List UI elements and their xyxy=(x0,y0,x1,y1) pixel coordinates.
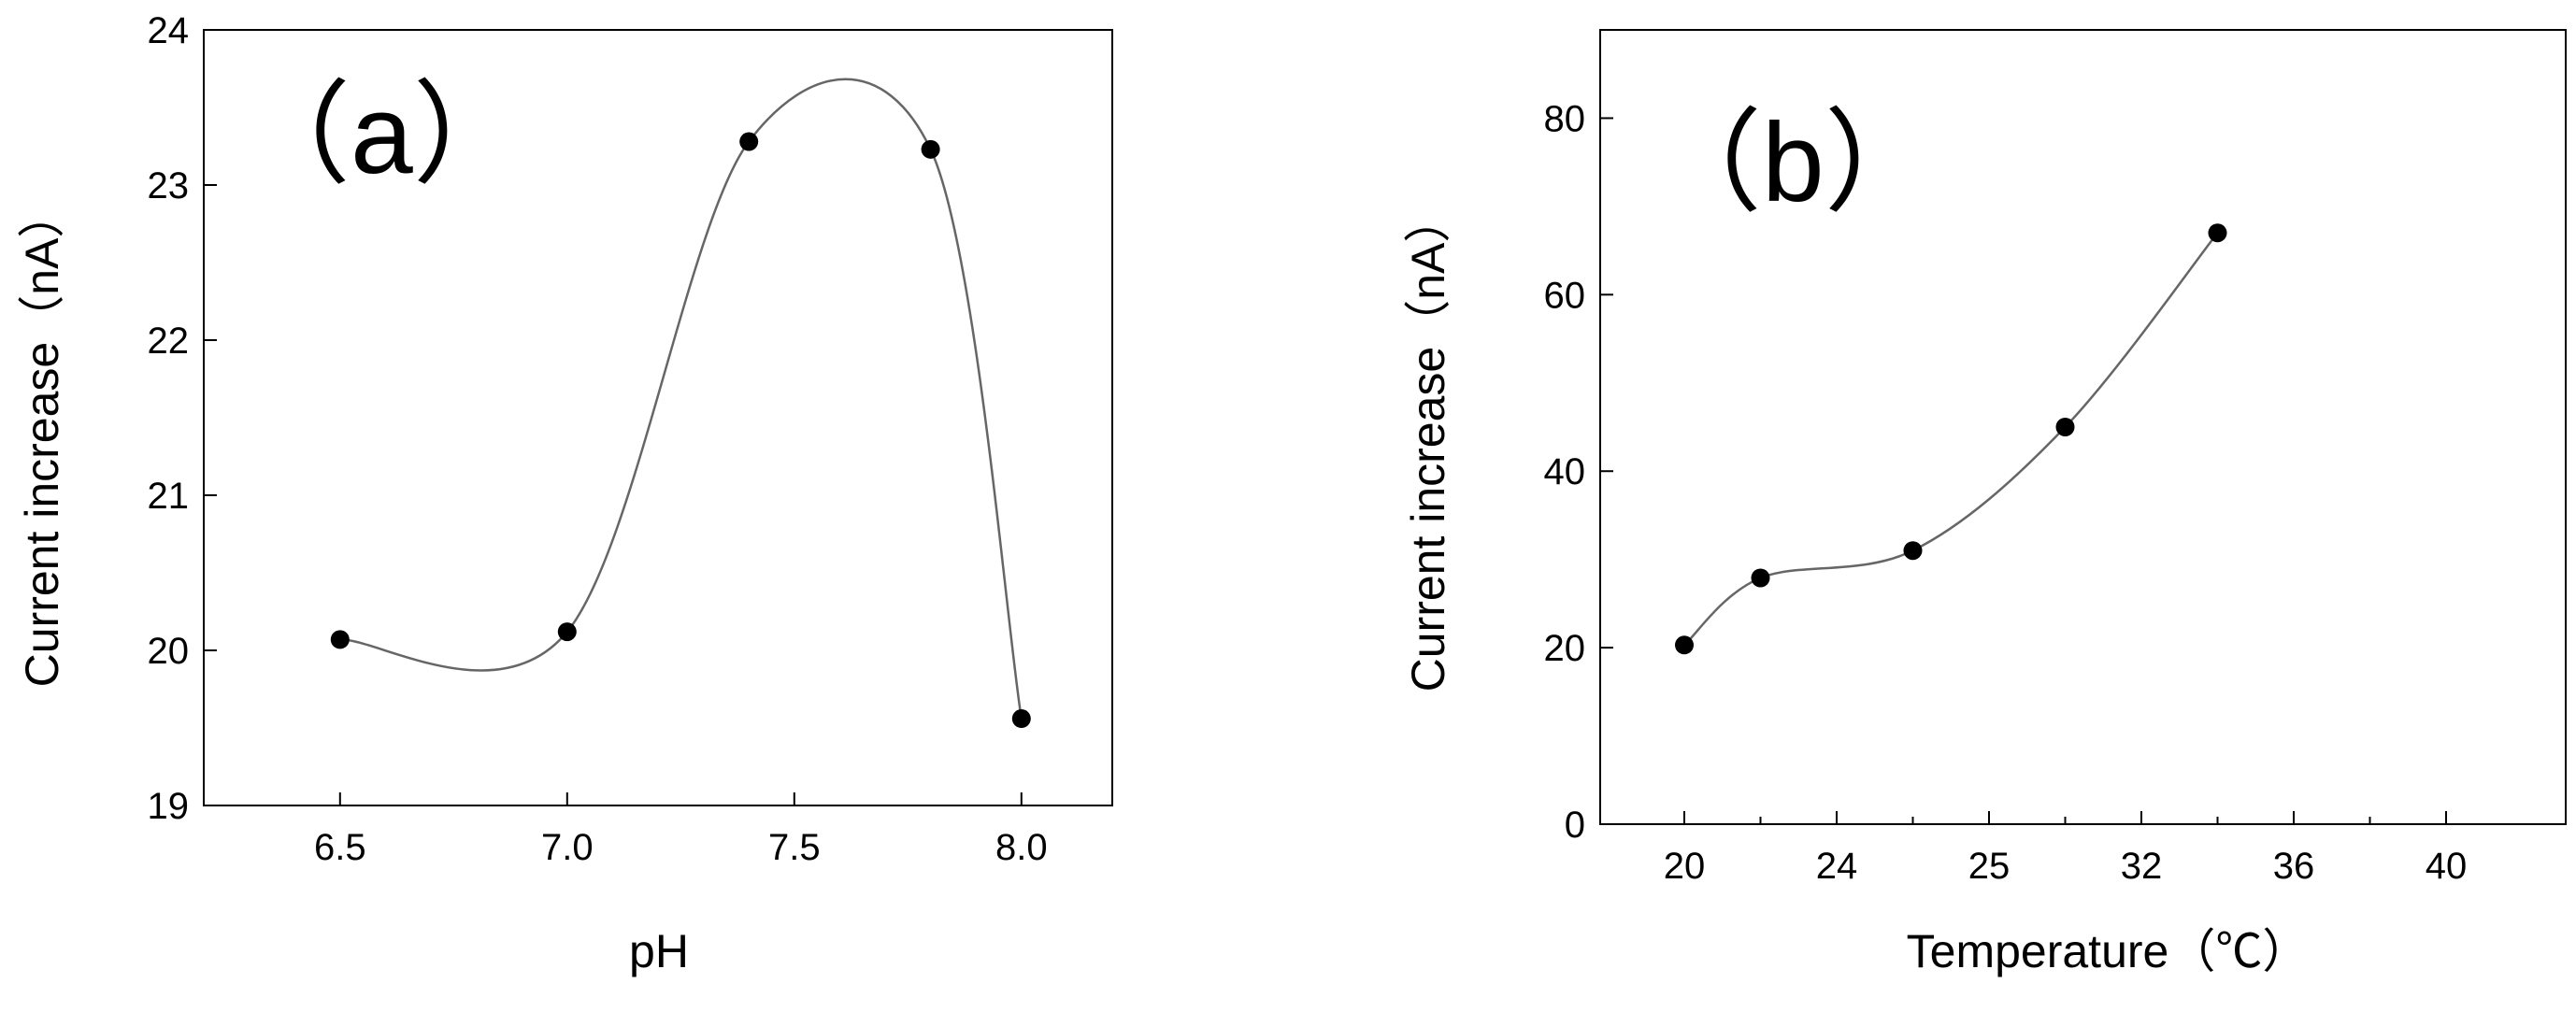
x-tick-label-a: 7.5 xyxy=(768,827,821,868)
y-tick-label-a: 22 xyxy=(148,321,190,362)
data-point-a xyxy=(330,630,350,649)
x-tick-label-b: 36 xyxy=(2273,846,2315,887)
x-axis-title-a: pH xyxy=(629,925,689,977)
y-tick-label-b: 20 xyxy=(1544,628,1586,669)
x-tick-label-a: 7.0 xyxy=(541,827,594,868)
y-tick-label-b: 80 xyxy=(1544,98,1586,139)
plot-frame-a xyxy=(203,29,1113,806)
y-tick-label-b: 0 xyxy=(1565,805,1585,846)
data-point-a xyxy=(739,132,759,151)
y-axis-title-b: Current increase（nA） xyxy=(1402,196,1454,692)
y-tick-label-a: 20 xyxy=(148,631,190,672)
x-tick-label-a: 8.0 xyxy=(995,827,1048,868)
y-tick-label-b: 60 xyxy=(1544,275,1586,316)
data-point-a xyxy=(1011,709,1031,729)
data-point-b xyxy=(1675,635,1694,655)
y-tick-label-b: 40 xyxy=(1544,451,1586,492)
data-point-b xyxy=(2208,223,2227,243)
y-axis-title-a: Current increase（nA） xyxy=(16,192,68,688)
y-tick-label-a: 21 xyxy=(148,476,190,517)
data-point-a xyxy=(921,139,940,159)
x-axis-title-b: Temperature（℃） xyxy=(1907,925,2310,977)
series-line-b xyxy=(1683,232,2219,647)
y-tick-label-a: 23 xyxy=(148,165,190,207)
x-tick-label-b: 25 xyxy=(1968,846,2011,887)
panel-label-a: （a） xyxy=(238,72,525,197)
data-point-b xyxy=(2055,418,2075,436)
panel-label-b: （b） xyxy=(1650,100,1937,225)
data-point-a xyxy=(557,622,577,642)
data-point-b xyxy=(1903,541,1923,561)
x-tick-label-a: 6.5 xyxy=(314,827,366,868)
y-tick-label-a: 24 xyxy=(148,10,190,51)
x-tick-label-b: 40 xyxy=(2426,846,2468,887)
x-tick-label-b: 20 xyxy=(1664,846,1706,887)
plot-frame-b xyxy=(1599,29,2567,825)
data-point-b xyxy=(1751,568,1770,588)
y-tick-label-a: 19 xyxy=(148,786,190,827)
x-tick-label-b: 32 xyxy=(2121,846,2163,887)
chart-a: （a） pH Current increase（nA） 19 20 21 22 23 24… xyxy=(16,10,1113,977)
x-tick-label-b: 24 xyxy=(1816,846,1858,887)
chart-b: （b） Temperature（℃） Current increase（nA） … xyxy=(1402,29,2567,977)
